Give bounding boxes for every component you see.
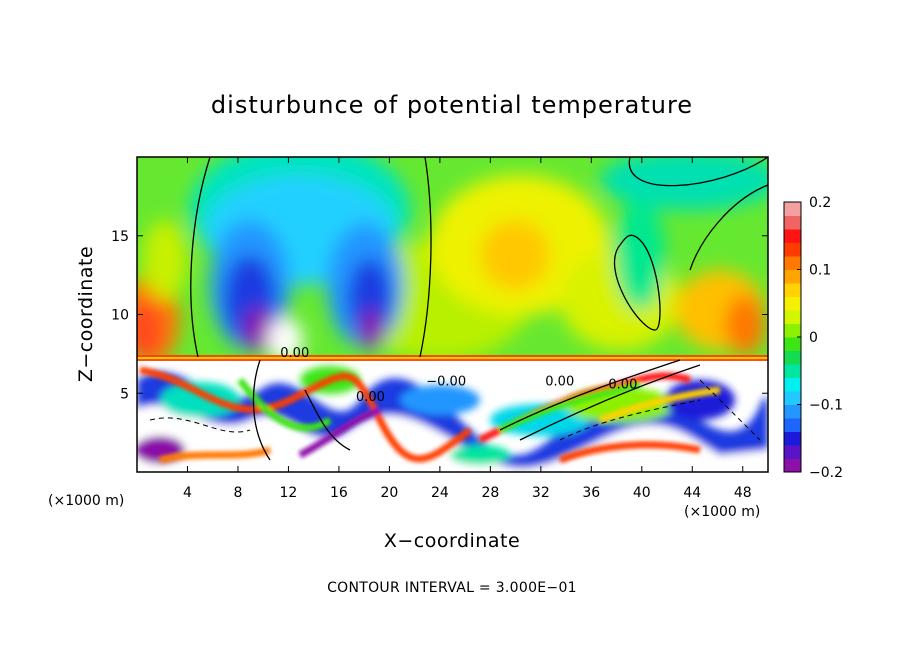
colorbar-swatch [784,269,801,284]
x-tick-label: 24 [431,485,449,501]
colorbar-swatch [784,215,801,230]
colorbar-swatch [784,404,801,419]
contour-label: 0.00 [356,390,385,405]
heatmap-field [137,157,768,472]
chart-title: disturbunce of potential temperature [211,91,693,119]
x-tick-label: 36 [582,485,600,501]
contour-label: 0.00 [280,346,309,361]
y-axis: 5 10 15 [111,229,768,402]
x-tick-label: 48 [734,485,752,501]
colorbar-tick-label: −0.2 [809,465,843,481]
y-tick-label: 15 [111,229,129,245]
x-tick-label: 12 [280,485,298,501]
x-tick-label: 4 [183,485,192,501]
colorbar-swatch [784,202,801,216]
y-tick-label: 10 [111,308,129,324]
x-tick-label: 40 [633,485,651,501]
x-axis-label: X−coordinate [384,530,520,552]
colorbar-swatch [784,431,801,446]
colorbar-tick-label: −0.1 [809,398,843,414]
x-tick-label: 32 [532,485,550,501]
y-axis-label: Z−coordinate [75,246,97,382]
colorbar-swatch [784,229,801,243]
colorbar-swatch [784,242,801,257]
contour-label: 0.00 [608,378,637,393]
x-tick-label: 44 [683,485,701,501]
x-tick-label: 8 [233,485,242,501]
x-tick-label: 20 [380,485,398,501]
colorbar-tick-label: 0.1 [809,263,831,279]
y-tick-label: 5 [120,386,129,402]
colorbar-swatch [784,418,801,432]
x-tick-label: 28 [481,485,499,501]
colorbar-swatch [784,377,801,392]
colorbar-swatch [784,445,801,459]
colorbar-tick-label: 0.2 [809,195,831,211]
colorbar-swatch [784,310,801,324]
contour-labels: 0.00 0.00 −0.00 0.00 0.00 [280,346,637,405]
colorbar-swatch [784,364,801,378]
colorbar-swatch [784,458,801,473]
contour-interval-note: CONTOUR INTERVAL = 3.000E−01 [327,580,577,596]
colorbar: 0.2 0.1 0 −0.1 −0.2 [783,195,843,481]
colorbar-swatch [784,350,801,365]
colorbar-swatch [784,391,801,405]
colorbar-swatch [784,283,801,297]
colorbar-swatch [784,337,801,351]
contour-label: 0.00 [545,374,574,389]
colorbar-swatch [784,256,801,270]
contour-label: −0.00 [426,374,466,389]
x-tick-label: 16 [330,485,348,501]
x-axis: 4 8 12 16 20 24 28 32 36 40 44 48 [183,157,752,501]
x-unit-left: (×1000 m) [48,493,124,509]
colorbar-tick-label: 0 [809,330,818,346]
colorbar-swatch [784,296,801,311]
x-unit-right: (×1000 m) [684,504,760,520]
colorbar-swatch [784,323,801,338]
